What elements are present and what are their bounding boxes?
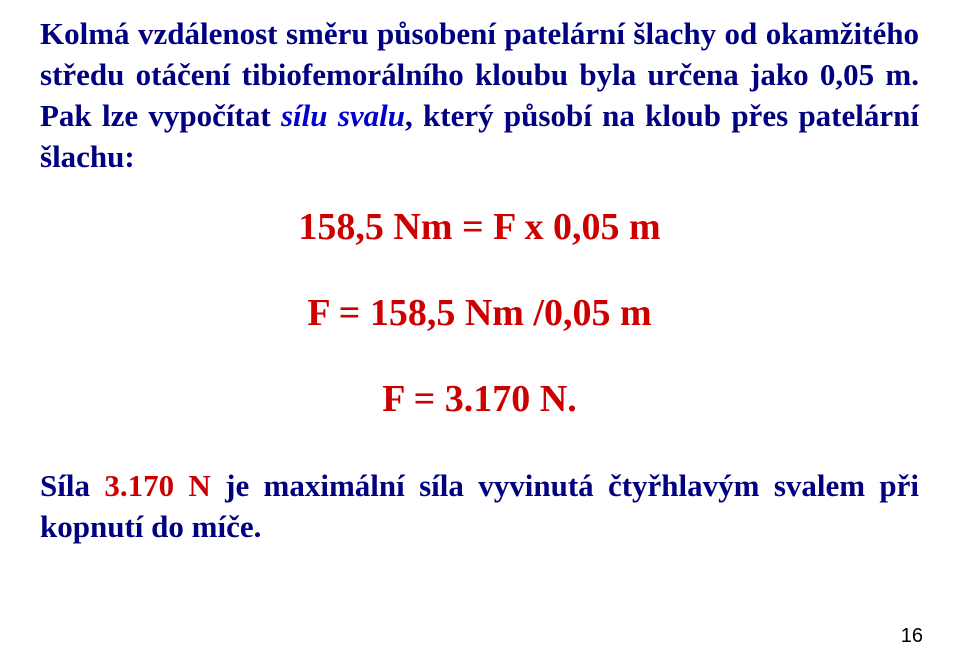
footer-paragraph: Síla 3.170 N je maximální síla vyvinutá … bbox=[40, 466, 919, 548]
footer-number: 3.170 N bbox=[104, 468, 210, 503]
page-container: Kolmá vzdálenost směru působení patelárn… bbox=[0, 0, 959, 662]
para-italic: sílu svalu bbox=[281, 98, 405, 133]
footer-pre: Síla bbox=[40, 468, 104, 503]
intro-paragraph: Kolmá vzdálenost směru působení patelárn… bbox=[40, 14, 919, 178]
equation-2: F = 158,5 Nm /0,05 m bbox=[40, 294, 919, 332]
equation-3: F = 3.170 N. bbox=[40, 380, 919, 418]
page-number: 16 bbox=[901, 625, 923, 648]
equation-1: 158,5 Nm = F x 0,05 m bbox=[40, 208, 919, 246]
